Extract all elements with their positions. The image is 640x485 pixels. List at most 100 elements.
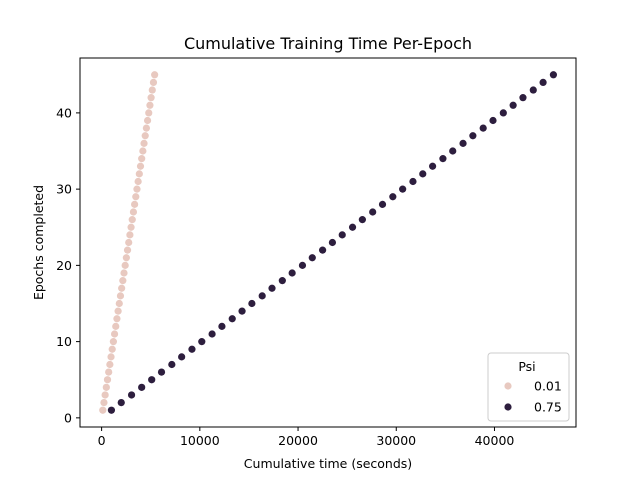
data-point bbox=[268, 284, 276, 292]
data-point bbox=[99, 406, 107, 414]
data-point bbox=[188, 345, 196, 353]
data-point bbox=[127, 391, 136, 399]
data-point bbox=[125, 238, 133, 247]
x-tick-label: 30000 bbox=[376, 433, 416, 448]
data-point bbox=[135, 170, 143, 178]
data-point bbox=[128, 216, 136, 224]
data-point bbox=[123, 246, 132, 254]
legend-marker-0.01 bbox=[504, 382, 512, 390]
data-point bbox=[439, 155, 447, 163]
data-points bbox=[99, 71, 558, 414]
legend: Psi 0.01 0.75 bbox=[487, 352, 570, 422]
data-point bbox=[131, 200, 139, 208]
data-point bbox=[338, 231, 346, 239]
data-point bbox=[148, 86, 156, 94]
data-point bbox=[112, 322, 120, 330]
data-point bbox=[118, 284, 126, 292]
data-point bbox=[106, 360, 114, 369]
data-point bbox=[369, 208, 377, 216]
data-point bbox=[479, 124, 487, 132]
data-point bbox=[107, 353, 115, 361]
data-point bbox=[459, 139, 467, 147]
data-point bbox=[298, 261, 307, 269]
data-point bbox=[126, 231, 134, 239]
data-point bbox=[142, 124, 150, 132]
data-point bbox=[117, 399, 125, 407]
y-tick-label: 30 bbox=[56, 182, 72, 197]
data-point bbox=[157, 368, 166, 376]
data-point bbox=[103, 376, 112, 384]
legend-title: Psi bbox=[518, 359, 535, 374]
data-point bbox=[499, 109, 507, 117]
x-axis-label: Cumulative time (seconds) bbox=[244, 456, 412, 471]
data-point bbox=[248, 299, 256, 308]
data-point bbox=[108, 345, 116, 353]
y-axis-label: Epochs completed bbox=[31, 185, 46, 300]
data-point bbox=[358, 216, 366, 224]
legend-label-0.75: 0.75 bbox=[534, 400, 562, 415]
data-point bbox=[119, 277, 127, 285]
data-point bbox=[143, 116, 152, 125]
data-point bbox=[109, 338, 117, 346]
data-point bbox=[149, 78, 158, 86]
series-0.01 bbox=[99, 71, 159, 414]
data-point bbox=[399, 185, 407, 193]
y-tick-label: 0 bbox=[64, 410, 72, 425]
data-point bbox=[348, 223, 357, 231]
x-tick-label: 20000 bbox=[278, 433, 318, 448]
data-point bbox=[529, 86, 537, 94]
data-point bbox=[539, 78, 547, 86]
data-point bbox=[238, 307, 246, 315]
data-point bbox=[168, 360, 176, 369]
data-point bbox=[469, 132, 477, 140]
data-point bbox=[110, 330, 119, 338]
data-point bbox=[218, 322, 226, 330]
data-point bbox=[127, 223, 135, 231]
legend-label-0.01: 0.01 bbox=[534, 379, 562, 394]
data-point bbox=[378, 200, 387, 208]
data-point bbox=[145, 109, 153, 117]
y-tick-label: 40 bbox=[56, 105, 72, 120]
data-point bbox=[308, 254, 316, 262]
data-point bbox=[129, 208, 138, 216]
plot-frame bbox=[79, 57, 577, 428]
data-point bbox=[409, 177, 417, 186]
x-tick-label: 10000 bbox=[180, 433, 220, 448]
data-point bbox=[389, 193, 397, 201]
data-point bbox=[138, 383, 146, 391]
data-point bbox=[449, 147, 457, 155]
data-point bbox=[101, 391, 109, 399]
y-tick-label: 10 bbox=[56, 334, 72, 349]
data-point bbox=[107, 406, 116, 414]
data-point bbox=[139, 147, 147, 155]
data-point bbox=[328, 238, 337, 247]
data-point bbox=[133, 185, 141, 193]
data-point bbox=[141, 132, 149, 140]
data-point bbox=[178, 353, 186, 361]
data-point bbox=[140, 139, 148, 147]
x-tick-label: 40000 bbox=[475, 433, 515, 448]
data-point bbox=[429, 162, 437, 170]
data-point bbox=[121, 261, 129, 269]
data-point bbox=[138, 155, 146, 163]
data-point bbox=[105, 368, 113, 376]
series-0.75 bbox=[107, 71, 558, 414]
data-point bbox=[509, 101, 517, 109]
data-point bbox=[122, 254, 130, 262]
data-point bbox=[132, 193, 140, 201]
legend-marker-0.75 bbox=[504, 403, 512, 411]
data-point bbox=[148, 376, 156, 384]
data-point bbox=[116, 292, 125, 300]
data-point bbox=[102, 383, 110, 391]
axis-ticks: 0 10000 20000 30000 40000 0 10 20 30 40 bbox=[56, 105, 514, 448]
data-point bbox=[100, 399, 108, 407]
x-tick-label: 0 bbox=[98, 433, 106, 448]
data-point bbox=[136, 162, 145, 170]
data-point bbox=[208, 330, 216, 338]
data-point bbox=[288, 269, 296, 277]
data-point bbox=[519, 94, 527, 102]
data-point bbox=[278, 277, 286, 285]
data-point bbox=[114, 307, 122, 315]
